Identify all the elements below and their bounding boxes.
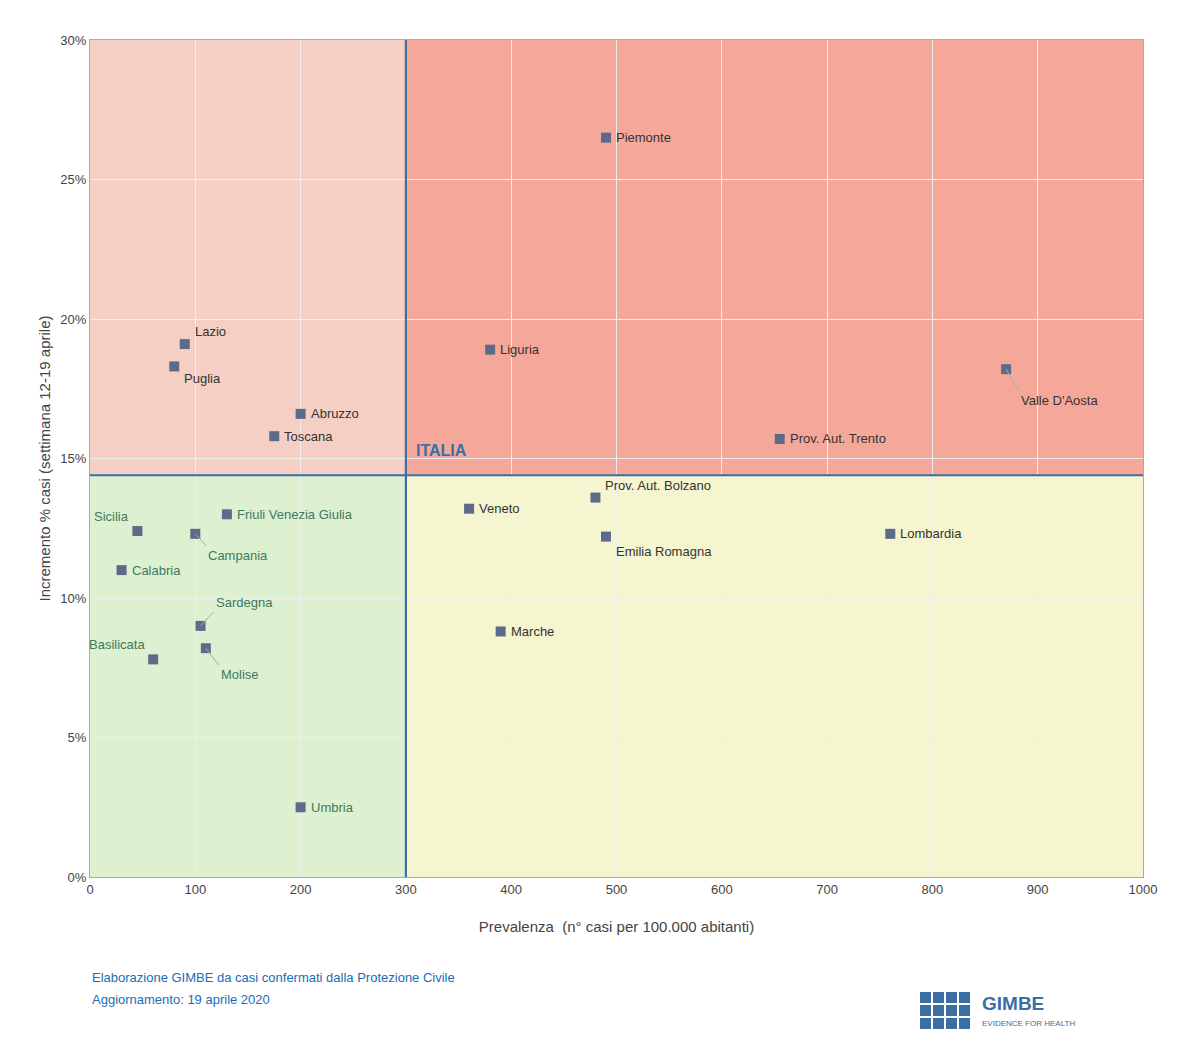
svg-text:25%: 25% xyxy=(60,172,86,187)
svg-text:500: 500 xyxy=(606,882,628,897)
svg-text:10%: 10% xyxy=(60,591,86,606)
svg-text:Friuli Venezia Giulia: Friuli Venezia Giulia xyxy=(237,507,353,522)
svg-text:Lazio: Lazio xyxy=(195,324,226,339)
svg-text:800: 800 xyxy=(922,882,944,897)
svg-text:Lombardia: Lombardia xyxy=(900,526,962,541)
svg-text:Emilia Romagna: Emilia Romagna xyxy=(616,544,712,559)
svg-text:Veneto: Veneto xyxy=(479,501,520,516)
svg-text:400: 400 xyxy=(500,882,522,897)
svg-text:Prov. Aut. Trento: Prov. Aut. Trento xyxy=(790,431,886,446)
svg-text:Incremento % casi (settimana 1: Incremento % casi (settimana 12-19 april… xyxy=(36,316,53,602)
svg-text:900: 900 xyxy=(1027,882,1049,897)
svg-text:GIMBE: GIMBE xyxy=(982,993,1044,1014)
svg-text:0: 0 xyxy=(86,882,93,897)
svg-text:Sardegna: Sardegna xyxy=(216,595,273,610)
svg-text:200: 200 xyxy=(290,882,312,897)
svg-text:Abruzzo: Abruzzo xyxy=(311,406,359,421)
svg-text:Aggiornamento: 19 aprile 2020: Aggiornamento: 19 aprile 2020 xyxy=(92,992,270,1007)
svg-text:Valle D'Aosta: Valle D'Aosta xyxy=(1021,393,1098,408)
svg-text:Prov. Aut. Bolzano: Prov. Aut. Bolzano xyxy=(605,478,711,493)
svg-text:Marche: Marche xyxy=(511,624,554,639)
svg-text:300: 300 xyxy=(395,882,417,897)
svg-text:Liguria: Liguria xyxy=(500,342,540,357)
svg-text:Campania: Campania xyxy=(208,548,268,563)
svg-text:Elaborazione GIMBE da casi con: Elaborazione GIMBE da casi confermati da… xyxy=(92,970,455,985)
svg-text:600: 600 xyxy=(711,882,733,897)
svg-text:ITALIA: ITALIA xyxy=(416,442,467,459)
svg-text:Toscana: Toscana xyxy=(284,429,333,444)
svg-text:Prevalenza (n° casi per 100.0: Prevalenza (n° casi per 100.000 abitanti… xyxy=(479,918,754,935)
svg-text:Basilicata: Basilicata xyxy=(89,637,145,652)
svg-text:15%: 15% xyxy=(60,451,86,466)
svg-text:Piemonte: Piemonte xyxy=(616,130,671,145)
svg-text:1000: 1000 xyxy=(1129,882,1158,897)
svg-text:Puglia: Puglia xyxy=(184,371,221,386)
svg-text:0%: 0% xyxy=(68,870,87,885)
svg-text:Umbria: Umbria xyxy=(311,800,354,815)
svg-text:Sicilia: Sicilia xyxy=(94,509,129,524)
svg-text:EVIDENCE FOR HEALTH: EVIDENCE FOR HEALTH xyxy=(982,1019,1075,1028)
svg-text:100: 100 xyxy=(184,882,206,897)
svg-text:20%: 20% xyxy=(60,312,86,327)
svg-text:5%: 5% xyxy=(68,730,87,745)
svg-text:Calabria: Calabria xyxy=(132,563,181,578)
svg-text:Molise: Molise xyxy=(221,667,259,682)
svg-text:30%: 30% xyxy=(60,33,86,48)
svg-text:700: 700 xyxy=(816,882,838,897)
